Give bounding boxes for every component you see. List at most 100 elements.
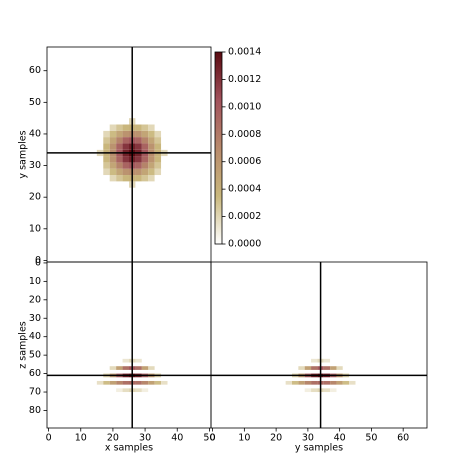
heat-cell bbox=[154, 130, 162, 138]
x-tick-label: 60 bbox=[397, 433, 409, 444]
heat-cell bbox=[96, 124, 104, 131]
heat-cell bbox=[116, 388, 123, 393]
heat-cell bbox=[298, 366, 305, 370]
heat-cell bbox=[103, 162, 110, 169]
heat-cell bbox=[154, 388, 162, 393]
heat-cell bbox=[154, 156, 162, 163]
heat-cell bbox=[116, 137, 123, 144]
heat-cell bbox=[285, 366, 292, 370]
heat-cell bbox=[148, 175, 155, 182]
heat-cell bbox=[141, 358, 149, 363]
heat-cell bbox=[96, 366, 104, 370]
y-tick-label: 40 bbox=[29, 128, 41, 139]
heat-cell bbox=[122, 388, 129, 393]
y-tick-label: 20 bbox=[29, 294, 41, 305]
heat-cell bbox=[161, 124, 168, 131]
heat-cell bbox=[148, 162, 155, 169]
heat-cell bbox=[109, 181, 117, 188]
heat-cell bbox=[116, 130, 123, 138]
heat-cell bbox=[161, 358, 168, 363]
heat-cell bbox=[122, 124, 129, 131]
heat-cell bbox=[154, 366, 162, 370]
heat-cell bbox=[304, 366, 312, 370]
panel-frame bbox=[46, 261, 212, 429]
colorbar-tick-label: 0.0006 bbox=[228, 156, 261, 167]
heat-cell bbox=[116, 156, 123, 163]
heat-cell bbox=[154, 181, 162, 188]
heat-cell bbox=[304, 388, 312, 393]
heat-cell bbox=[323, 366, 331, 370]
y-tick-label: 80 bbox=[29, 405, 41, 416]
y-tick-label: 40 bbox=[29, 331, 41, 342]
heat-cell bbox=[122, 162, 129, 169]
heat-cell bbox=[285, 380, 292, 385]
heat-cell bbox=[148, 130, 155, 138]
heat-cell bbox=[96, 358, 104, 363]
heat-cell bbox=[167, 358, 175, 363]
heat-cell bbox=[109, 137, 117, 144]
heat-cell bbox=[279, 358, 286, 363]
heat-cell bbox=[109, 124, 117, 131]
heat-cell bbox=[103, 168, 110, 176]
y-tick-label: 60 bbox=[29, 65, 41, 76]
heat-cell bbox=[154, 137, 162, 144]
heat-cell bbox=[135, 156, 142, 163]
colorbar-tick-label: 0.0004 bbox=[228, 184, 261, 195]
heat-cell bbox=[103, 118, 110, 125]
heat-cell bbox=[355, 380, 362, 385]
heat-cell bbox=[109, 175, 117, 182]
heat-cell bbox=[349, 366, 356, 370]
heat-cell bbox=[141, 156, 149, 163]
heat-cell bbox=[148, 143, 155, 150]
heat-cell bbox=[96, 130, 104, 138]
heat-cell bbox=[161, 118, 168, 125]
heat-cell bbox=[109, 168, 117, 176]
heat-cell bbox=[135, 358, 142, 363]
heat-cell bbox=[109, 143, 117, 150]
heat-cell bbox=[109, 388, 117, 393]
colorbar-tick-label: 0.0012 bbox=[228, 74, 261, 85]
heat-cell bbox=[135, 130, 142, 138]
heat-cell bbox=[161, 143, 168, 150]
heat-cell bbox=[161, 181, 168, 188]
heat-cell bbox=[122, 143, 129, 150]
heat-cell bbox=[298, 358, 305, 363]
heat-cell bbox=[161, 380, 168, 385]
x-tick-label: 20 bbox=[107, 433, 119, 444]
heat-cell bbox=[135, 118, 142, 125]
heat-cell bbox=[355, 358, 362, 363]
heat-cell bbox=[116, 118, 123, 125]
heat-cell bbox=[135, 175, 142, 182]
heat-cell bbox=[148, 380, 155, 385]
heat-cell bbox=[135, 168, 142, 176]
heat-cell bbox=[122, 175, 129, 182]
x-axis-label: x samples bbox=[105, 443, 153, 454]
heat-cell bbox=[148, 366, 155, 370]
heat-cell bbox=[336, 358, 343, 363]
x-tick-label: 0 bbox=[210, 433, 216, 444]
heat-cell bbox=[96, 156, 104, 163]
heat-cell bbox=[148, 124, 155, 131]
heat-cell bbox=[141, 181, 149, 188]
heat-cell bbox=[103, 175, 110, 182]
x-tick-label: 40 bbox=[334, 433, 346, 444]
heat-cell bbox=[154, 380, 162, 385]
x-tick-label: 30 bbox=[302, 433, 314, 444]
heat-cell bbox=[122, 358, 129, 363]
heat-cell bbox=[161, 388, 168, 393]
heat-cell bbox=[122, 380, 129, 385]
y-tick-label: 20 bbox=[29, 192, 41, 203]
y-tick-label: 10 bbox=[29, 223, 41, 234]
heat-cell bbox=[355, 366, 362, 370]
heat-cell bbox=[161, 130, 168, 138]
heat-cell bbox=[154, 118, 162, 125]
heat-cell bbox=[154, 124, 162, 131]
heat-cell bbox=[311, 388, 318, 393]
y-tick-label: 30 bbox=[29, 313, 41, 324]
heat-cell bbox=[323, 358, 331, 363]
heat-cell bbox=[109, 156, 117, 163]
heat-cell bbox=[311, 366, 318, 370]
heat-cell bbox=[135, 137, 142, 144]
x-tick-label: 20 bbox=[270, 433, 282, 444]
